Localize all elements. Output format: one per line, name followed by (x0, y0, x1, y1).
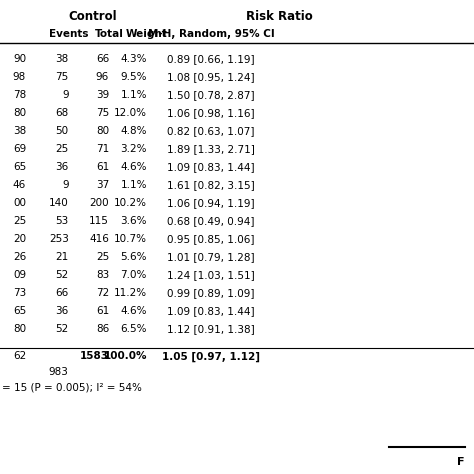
Text: 10.2%: 10.2% (114, 198, 147, 209)
Text: 1.09 [0.83, 1.44]: 1.09 [0.83, 1.44] (167, 306, 255, 317)
Text: 1.01 [0.79, 1.28]: 1.01 [0.79, 1.28] (167, 252, 255, 263)
Text: 62: 62 (13, 351, 26, 362)
Text: 200: 200 (90, 198, 109, 209)
Text: 140: 140 (49, 198, 69, 209)
Text: 1.06 [0.98, 1.16]: 1.06 [0.98, 1.16] (167, 108, 255, 118)
Text: 1.24 [1.03, 1.51]: 1.24 [1.03, 1.51] (167, 270, 255, 281)
Text: 1.1%: 1.1% (120, 180, 147, 191)
Text: 4.6%: 4.6% (120, 306, 147, 317)
Text: 10.7%: 10.7% (114, 234, 147, 245)
Text: 65: 65 (13, 306, 26, 317)
Text: 12.0%: 12.0% (114, 108, 147, 118)
Text: 80: 80 (13, 324, 26, 335)
Text: 1.12 [0.91, 1.38]: 1.12 [0.91, 1.38] (167, 324, 255, 335)
Text: 50: 50 (55, 126, 69, 137)
Text: 4.6%: 4.6% (120, 162, 147, 173)
Text: 5.6%: 5.6% (120, 252, 147, 263)
Text: 65: 65 (13, 162, 26, 173)
Text: 83: 83 (96, 270, 109, 281)
Text: 66: 66 (96, 54, 109, 64)
Text: 0.99 [0.89, 1.09]: 0.99 [0.89, 1.09] (167, 288, 255, 299)
Text: 38: 38 (13, 126, 26, 137)
Text: 9.5%: 9.5% (120, 72, 147, 82)
Text: 80: 80 (13, 108, 26, 118)
Text: 20: 20 (13, 234, 26, 245)
Text: 1.89 [1.33, 2.71]: 1.89 [1.33, 2.71] (167, 144, 255, 155)
Text: 37: 37 (96, 180, 109, 191)
Text: Events: Events (49, 29, 89, 39)
Text: 4.3%: 4.3% (120, 54, 147, 64)
Text: 80: 80 (96, 126, 109, 137)
Text: Weight: Weight (126, 29, 168, 39)
Text: 09: 09 (13, 270, 26, 281)
Text: 11.2%: 11.2% (114, 288, 147, 299)
Text: 75: 75 (96, 108, 109, 118)
Text: 416: 416 (89, 234, 109, 245)
Text: 39: 39 (96, 90, 109, 100)
Text: Control: Control (68, 10, 117, 23)
Text: 9: 9 (62, 90, 69, 100)
Text: M-H, Random, 95% CI: M-H, Random, 95% CI (147, 29, 274, 39)
Text: 25: 25 (55, 144, 69, 155)
Text: 4.8%: 4.8% (120, 126, 147, 137)
Text: 115: 115 (89, 216, 109, 227)
Text: 66: 66 (55, 288, 69, 299)
Text: 1.50 [0.78, 2.87]: 1.50 [0.78, 2.87] (167, 90, 255, 100)
Text: 1.1%: 1.1% (120, 90, 147, 100)
Text: 253: 253 (49, 234, 69, 245)
Text: 46: 46 (13, 180, 26, 191)
Text: 75: 75 (55, 72, 69, 82)
Text: 86: 86 (96, 324, 109, 335)
Text: Total: Total (95, 29, 123, 39)
Text: 00: 00 (13, 198, 26, 209)
Text: 98: 98 (13, 72, 26, 82)
Text: 1.09 [0.83, 1.44]: 1.09 [0.83, 1.44] (167, 162, 255, 173)
Text: 6.5%: 6.5% (120, 324, 147, 335)
Text: = 15 (P = 0.005); I² = 54%: = 15 (P = 0.005); I² = 54% (2, 382, 142, 392)
Text: 25: 25 (96, 252, 109, 263)
Text: 96: 96 (96, 72, 109, 82)
Text: 983: 983 (49, 367, 69, 377)
Text: 78: 78 (13, 90, 26, 100)
Text: 1.61 [0.82, 3.15]: 1.61 [0.82, 3.15] (167, 180, 255, 191)
Text: 0.68 [0.49, 0.94]: 0.68 [0.49, 0.94] (167, 216, 255, 227)
Text: 26: 26 (13, 252, 26, 263)
Text: 36: 36 (55, 162, 69, 173)
Text: 21: 21 (55, 252, 69, 263)
Text: 25: 25 (13, 216, 26, 227)
Text: 0.95 [0.85, 1.06]: 0.95 [0.85, 1.06] (167, 234, 255, 245)
Text: 36: 36 (55, 306, 69, 317)
Text: 1583: 1583 (80, 351, 109, 362)
Text: 61: 61 (96, 306, 109, 317)
Text: 52: 52 (55, 324, 69, 335)
Text: 7.0%: 7.0% (120, 270, 147, 281)
Text: 1.08 [0.95, 1.24]: 1.08 [0.95, 1.24] (167, 72, 255, 82)
Text: 61: 61 (96, 162, 109, 173)
Text: 68: 68 (55, 108, 69, 118)
Text: 1.06 [0.94, 1.19]: 1.06 [0.94, 1.19] (167, 198, 255, 209)
Text: 9: 9 (62, 180, 69, 191)
Text: 1.05 [0.97, 1.12]: 1.05 [0.97, 1.12] (162, 351, 260, 362)
Text: F: F (457, 457, 465, 467)
Text: 38: 38 (55, 54, 69, 64)
Text: 73: 73 (13, 288, 26, 299)
Text: 69: 69 (13, 144, 26, 155)
Text: 53: 53 (55, 216, 69, 227)
Text: 72: 72 (96, 288, 109, 299)
Text: Risk Ratio: Risk Ratio (246, 10, 313, 23)
Text: 0.89 [0.66, 1.19]: 0.89 [0.66, 1.19] (167, 54, 255, 64)
Text: 90: 90 (13, 54, 26, 64)
Text: 3.6%: 3.6% (120, 216, 147, 227)
Text: 3.2%: 3.2% (120, 144, 147, 155)
Text: 52: 52 (55, 270, 69, 281)
Text: 0.82 [0.63, 1.07]: 0.82 [0.63, 1.07] (167, 126, 255, 137)
Text: 100.0%: 100.0% (103, 351, 147, 362)
Text: 71: 71 (96, 144, 109, 155)
